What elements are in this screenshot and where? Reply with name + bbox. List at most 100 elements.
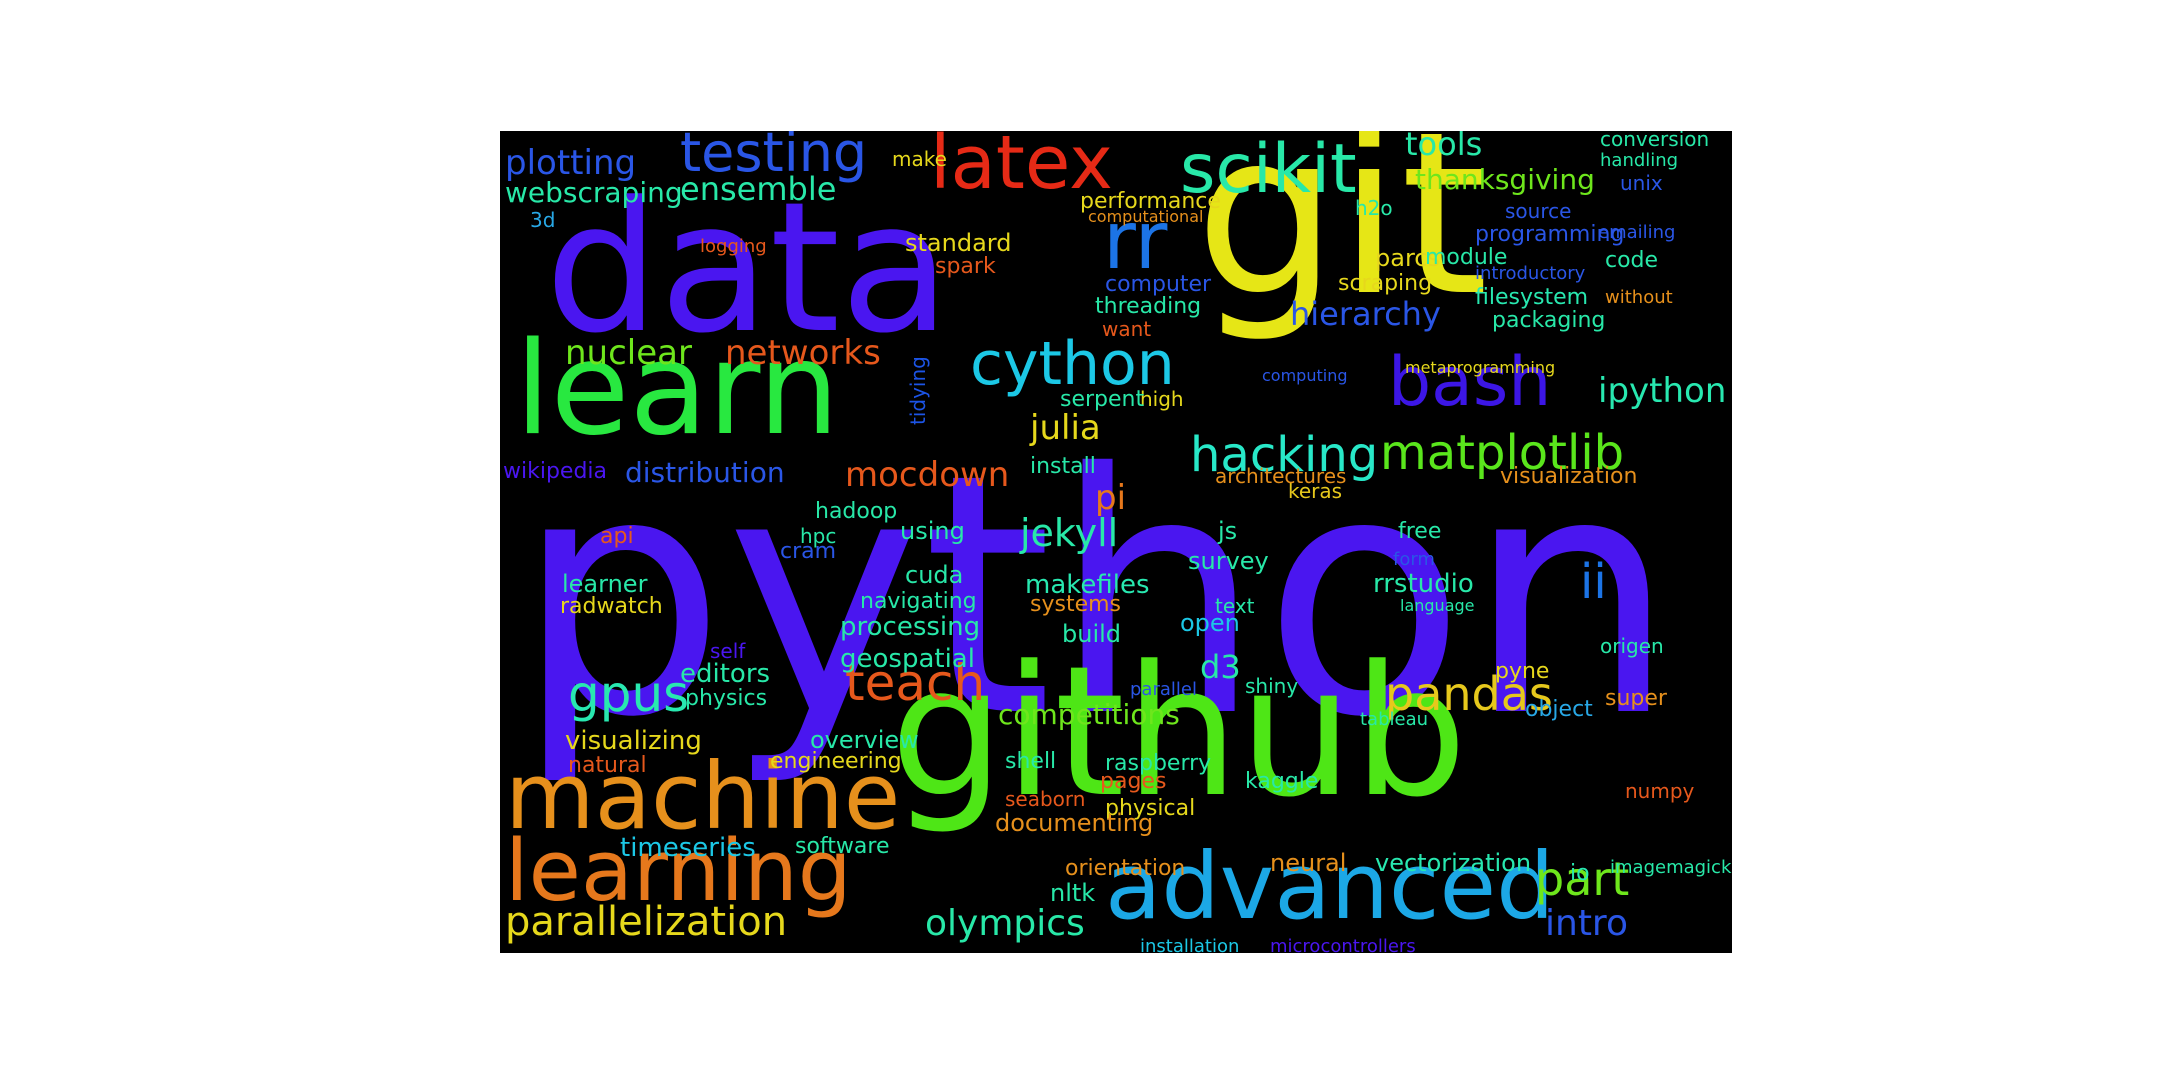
word-form: form xyxy=(1393,549,1435,570)
word-tools: tools xyxy=(1405,131,1483,163)
word-3d: 3d xyxy=(530,208,556,232)
word-thanksgiving: thanksgiving xyxy=(1415,163,1595,196)
word-unix: unix xyxy=(1620,171,1663,195)
word-parcs: parcs xyxy=(1375,244,1440,272)
word-code: code xyxy=(1605,248,1659,273)
word-webscraping: webscraping xyxy=(505,176,683,209)
word-object: object xyxy=(1525,697,1593,722)
word-mocdown: mocdown xyxy=(845,455,1010,495)
word-emailing: emailing xyxy=(1598,222,1676,243)
word-without: without xyxy=(1605,287,1673,308)
word-software: software xyxy=(795,834,890,859)
word-pi: pi xyxy=(1095,478,1127,518)
word-packaging: packaging xyxy=(1492,308,1606,333)
word-computing: computing xyxy=(1262,366,1348,385)
word-logging: logging xyxy=(700,236,767,257)
word-build: build xyxy=(1062,620,1122,648)
word-physics: physics xyxy=(685,686,768,711)
word-ensemble: ensemble xyxy=(680,170,837,208)
word-distribution: distribution xyxy=(625,456,785,489)
word-pandas: pandas xyxy=(1385,667,1553,721)
word-tableau: tableau xyxy=(1360,709,1429,730)
word-git: git xyxy=(1195,131,1489,346)
word-shiny: shiny xyxy=(1245,674,1299,698)
word-filesystem: filesystem xyxy=(1475,285,1589,310)
word-ipython: ipython xyxy=(1598,371,1727,411)
word-machine: machine xyxy=(505,743,901,850)
word-engineering: engineering xyxy=(770,749,902,774)
word-plotting: plotting xyxy=(505,143,637,183)
word-hierarchy: hierarchy xyxy=(1290,295,1441,333)
word-rrstudio: rrstudio xyxy=(1373,569,1474,599)
word-survey: survey xyxy=(1188,547,1269,575)
word-performance: performance xyxy=(1080,189,1221,214)
word-numpy: numpy xyxy=(1625,779,1695,803)
word-neural: neural xyxy=(1270,849,1347,877)
word-imagemagick: imagemagick xyxy=(1610,857,1732,878)
word-editors: editors xyxy=(680,659,771,689)
word-parallel: parallel xyxy=(1130,679,1197,700)
word-latex: latex xyxy=(930,131,1113,206)
word-part: part xyxy=(1535,852,1630,906)
word-jekyll: jekyll xyxy=(1020,511,1119,555)
word-language: language xyxy=(1400,596,1475,615)
word-self: self xyxy=(710,639,746,663)
word-overview: overview xyxy=(810,726,919,754)
word-makefiles: makefiles xyxy=(1025,570,1150,600)
word-julia: julia xyxy=(1030,408,1101,448)
word-learning: learning xyxy=(505,822,852,921)
word-handling: handling xyxy=(1600,150,1679,171)
word-install: install xyxy=(1030,454,1096,479)
word-source: source xyxy=(1505,199,1572,223)
word-matplotlib: matplotlib xyxy=(1380,425,1625,481)
word-timeseries: timeseries xyxy=(620,833,756,863)
word-cuda: cuda xyxy=(905,561,964,589)
word-vectorization: vectorization xyxy=(1375,849,1532,877)
word-parallelization: parallelization xyxy=(505,899,788,945)
word-hpc: hpc xyxy=(800,524,837,548)
word-h2o: h2o xyxy=(1355,196,1393,220)
word-github: github xyxy=(890,628,1468,837)
word-conversion: conversion xyxy=(1600,131,1710,151)
word-radwatch: radwatch xyxy=(560,594,663,619)
word-kaggle: kaggle xyxy=(1245,769,1319,794)
word-advanced: advanced xyxy=(1105,833,1555,940)
word-intro: intro xyxy=(1545,903,1628,944)
word-cram: cram xyxy=(780,539,837,564)
word-text: text xyxy=(1215,594,1255,618)
word-raspberry: raspberry xyxy=(1105,751,1212,776)
word-want: want xyxy=(1102,317,1152,341)
word-scraping: scraping xyxy=(1338,271,1433,296)
word-open: open xyxy=(1180,609,1240,637)
word-threading: threading xyxy=(1095,294,1202,319)
word-bash: bash xyxy=(1388,343,1552,422)
word-microcontrollers: microcontrollers xyxy=(1270,936,1416,954)
word-spark: spark xyxy=(935,254,996,279)
word-js: js xyxy=(1218,517,1238,545)
word-introductory: introductory xyxy=(1475,263,1586,284)
word-free: free xyxy=(1398,519,1442,544)
word-hacking: hacking xyxy=(1190,427,1379,483)
word-origen: origen xyxy=(1600,634,1664,658)
word-natural: natural xyxy=(568,753,647,778)
word-computer: computer xyxy=(1105,272,1212,297)
word-shell: shell xyxy=(1005,749,1057,774)
word-networks: networks xyxy=(725,333,881,373)
word-processing: processing xyxy=(840,612,981,642)
word-learner: learner xyxy=(562,570,648,598)
word-wikipedia: wikipedia xyxy=(503,459,608,484)
word-testing: testing xyxy=(680,131,868,184)
word-documenting: documenting xyxy=(995,809,1154,837)
word-super: super xyxy=(1605,686,1667,711)
word-cloud: python data git github learn machine learning a… xyxy=(500,131,1732,953)
word-make: make xyxy=(892,147,947,171)
word-systems: systems xyxy=(1030,592,1121,617)
word-keras: keras xyxy=(1288,479,1343,503)
word-visualizing: visualizing xyxy=(565,726,702,756)
word-computational: computational xyxy=(1088,207,1204,226)
word-data: data xyxy=(545,164,951,373)
word-serpent: serpent xyxy=(1060,387,1145,412)
word-scikit: scikit xyxy=(1180,131,1357,209)
word-nltk: nltk xyxy=(1050,879,1096,907)
